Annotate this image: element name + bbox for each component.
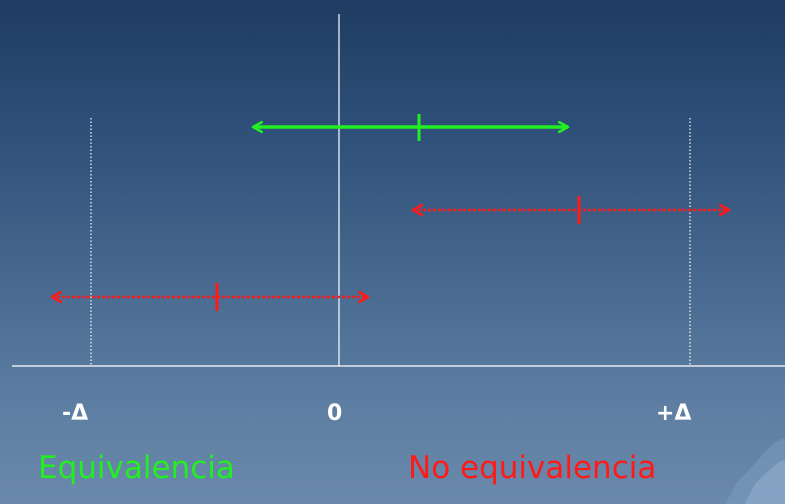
- plus-delta-label: +Δ: [656, 401, 692, 426]
- minus-delta-label: -Δ: [62, 401, 89, 426]
- zero-label: 0: [327, 401, 343, 426]
- equivalence-caption: Equivalencia: [38, 450, 235, 486]
- no-equivalence-caption: No equivalencia: [408, 450, 657, 486]
